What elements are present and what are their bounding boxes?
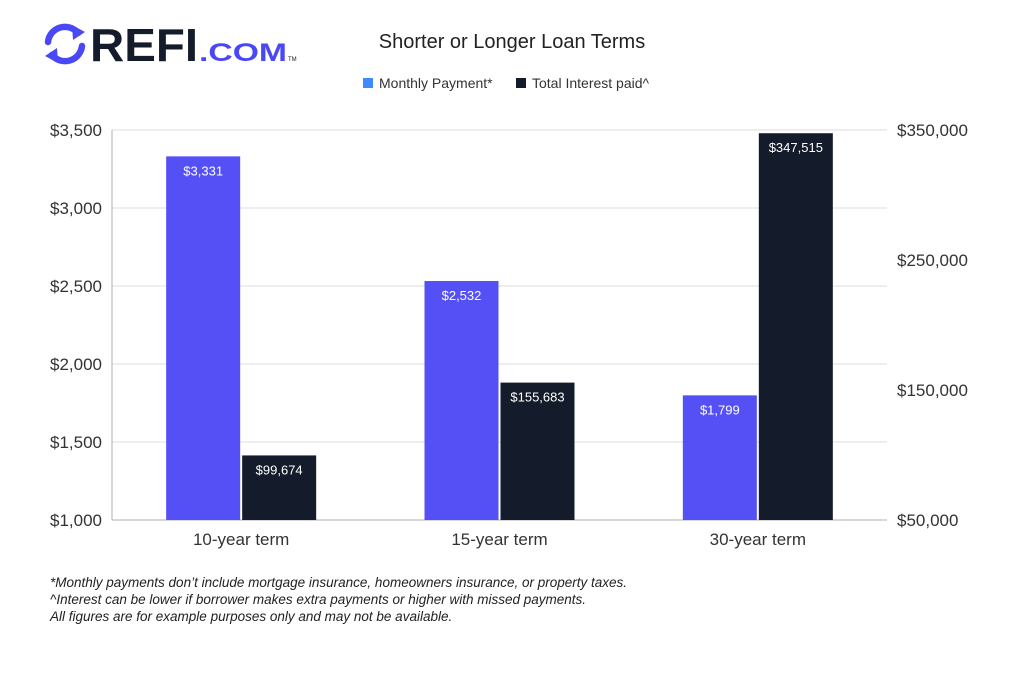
chart-bars: $3,331 $99,674 $2,532 $155,683 $1,799 $347,51… [166,133,833,520]
monthly-payment-bar [166,156,241,520]
left-tick-label: $3,000 [50,199,102,218]
left-tick-label: $2,000 [50,355,102,374]
right-axis-ticks: $50,000 $150,000 $250,000 $350,000 [897,121,968,530]
chart-title: Shorter or Longer Loan Terms [379,31,645,53]
left-tick-label: $1,000 [50,511,102,530]
bar-value-label: $3,331 [183,163,223,178]
monthly-payment-bar [682,395,757,520]
legend-label: Total Interest paid^ [532,75,650,91]
logo-suffix: .COM [199,39,287,67]
logo-text: REFI [90,20,198,68]
left-tick-label: $3,500 [50,121,102,140]
bar-value-label: $99,674 [256,462,303,477]
bar-value-label: $347,515 [769,140,823,155]
chart-legend: Monthly Payment* Total Interest paid^ [363,75,650,91]
category-label: 10-year term [193,530,289,549]
total-interest-bar [758,133,833,520]
footnotes: *Monthly payments don’t include mortgage… [50,574,627,625]
left-tick-label: $2,500 [50,277,102,296]
right-tick-label: $150,000 [897,381,968,400]
right-tick-label: $350,000 [897,121,968,140]
loan-terms-chart: Shorter or Longer Loan Terms Monthly Pay… [50,31,968,549]
right-tick-label: $250,000 [897,251,968,270]
footnote-monthly: *Monthly payments don’t include mortgage… [50,575,628,590]
monthly-payment-bar [424,281,499,520]
category-labels: 10-year term 15-year term 30-year term [193,530,806,549]
category-label: 30-year term [710,530,806,549]
legend-label: Monthly Payment* [379,75,493,91]
legend-swatch [363,78,373,88]
legend-swatch [516,78,526,88]
refresh-arrows-icon [44,23,86,65]
bar-value-label: $1,799 [700,402,740,417]
category-label: 15-year term [451,530,547,549]
left-axis-ticks: $1,000 $1,500 $2,000 $2,500 $3,000 $3,500 [50,121,102,530]
chart-grid [111,129,887,521]
refi-logo: REFI .COM TM [44,20,297,68]
bar-value-label: $2,532 [442,288,482,303]
footnote-disclaimer: All figures are for example purposes onl… [50,609,453,624]
right-tick-label: $50,000 [897,511,958,530]
total-interest-bar [242,455,317,520]
left-tick-label: $1,500 [50,433,102,452]
bar-value-label: $155,683 [510,390,564,405]
footnote-interest: ^Interest can be lower if borrower makes… [50,592,587,607]
logo-trademark: TM [288,57,297,63]
total-interest-bar [500,382,575,520]
